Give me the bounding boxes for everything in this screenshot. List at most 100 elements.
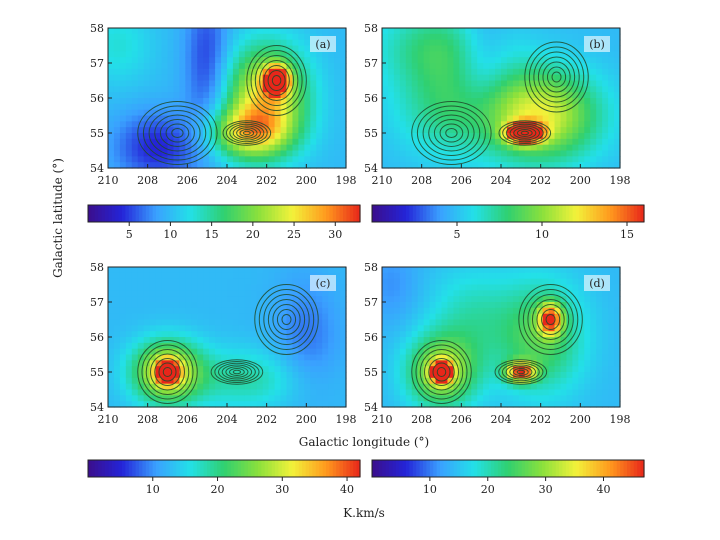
heatmap-cell: [495, 395, 502, 402]
heatmap-cell: [590, 109, 597, 117]
colorbar-segment: [145, 460, 150, 477]
heatmap-cell: [316, 144, 323, 152]
heatmap-cell: [286, 103, 294, 111]
heatmap-cell: [560, 121, 568, 128]
heatmap-cell: [518, 45, 526, 52]
heatmap-cell: [614, 337, 621, 344]
heatmap-cell: [506, 313, 514, 321]
heatmap-cell: [304, 115, 311, 122]
heatmap-cell: [149, 302, 157, 309]
heatmap-cell: [501, 45, 508, 52]
heatmap-cell: [215, 115, 222, 122]
heatmap-cell: [477, 103, 484, 111]
heatmap-cell: [548, 45, 556, 52]
heatmap-cell: [125, 331, 133, 338]
heatmap-cell: [113, 144, 121, 152]
heatmap-cell: [125, 313, 133, 321]
heatmap-cell: [411, 162, 419, 169]
x-tick-label: 202: [530, 174, 551, 187]
heatmap-cell: [512, 57, 520, 64]
heatmap-cell: [149, 307, 157, 315]
heatmap-cell: [137, 389, 145, 396]
heatmap-cell: [423, 337, 431, 344]
heatmap-cell: [304, 63, 311, 70]
heatmap-cell: [536, 296, 544, 303]
heatmap-cell: [524, 98, 532, 105]
heatmap-cell: [518, 74, 526, 82]
heatmap-cell: [578, 109, 585, 117]
heatmap-cell: [191, 278, 198, 286]
heatmap-cell: [244, 150, 252, 157]
heatmap-cell: [209, 290, 216, 297]
colorbar-segment: [409, 460, 414, 477]
heatmap-cell: [191, 348, 198, 356]
heatmap-cell: [483, 51, 490, 58]
heatmap-cell: [262, 45, 270, 52]
heatmap-cell: [244, 307, 252, 315]
heatmap-cell: [578, 296, 585, 303]
heatmap-cell: [131, 45, 139, 52]
contour-2-level-7: [210, 359, 264, 385]
heatmap-cell: [423, 156, 431, 163]
y-tick-label: 54: [364, 162, 378, 175]
heatmap-cell: [578, 127, 585, 134]
heatmap-cell: [119, 401, 127, 408]
heatmap-cell: [221, 115, 228, 122]
heatmap-cell: [227, 45, 234, 52]
heatmap-cell: [501, 319, 508, 326]
heatmap-cell: [274, 63, 282, 70]
heatmap-cell: [530, 115, 538, 122]
heatmap-cell: [209, 360, 216, 367]
heatmap-cell: [185, 92, 192, 99]
heatmap-cell: [495, 28, 502, 35]
heatmap-cell: [292, 319, 299, 326]
heatmap-cell: [334, 389, 341, 396]
panel-label: (a): [315, 38, 330, 51]
heatmap-cell: [506, 319, 514, 326]
heatmap-cell: [298, 150, 305, 157]
heatmap-cell: [179, 33, 186, 41]
colorbar-segment: [326, 460, 330, 477]
heatmap-cell: [548, 51, 556, 58]
heatmap-cell: [232, 272, 240, 280]
heatmap-cell: [328, 354, 335, 361]
heatmap-cell: [179, 372, 186, 379]
heatmap-cell: [149, 63, 157, 70]
colorbar-frame: [371, 459, 645, 478]
heatmap-cell: [530, 162, 538, 169]
heatmap-cell: [447, 103, 454, 111]
heatmap-cell: [506, 57, 514, 64]
colorbar-segment: [251, 460, 256, 477]
heatmap-cell: [256, 150, 264, 157]
heatmap-cell: [131, 68, 139, 76]
heatmap-cell: [465, 138, 472, 146]
heatmap-cell: [328, 342, 335, 350]
heatmap-cell: [429, 272, 437, 280]
heatmap-cell: [530, 319, 538, 326]
colorbar-segment: [166, 205, 171, 222]
heatmap-cell: [286, 39, 294, 47]
heatmap-cell: [244, 28, 252, 35]
heatmap-cell: [304, 267, 311, 274]
heatmap-cell: [298, 331, 305, 338]
heatmap-cell: [411, 290, 419, 297]
heatmap-cell: [596, 267, 603, 274]
heatmap-cell: [501, 366, 508, 373]
heatmap-cell: [602, 51, 609, 58]
colorbar-segment: [372, 205, 376, 222]
heatmap-cell: [256, 39, 264, 47]
colorbar-segment: [125, 205, 130, 222]
heatmap-cell: [203, 290, 210, 297]
colorbar-segment: [637, 460, 642, 477]
heatmap-cell: [542, 313, 550, 321]
heatmap-cell: [417, 377, 425, 385]
heatmap-cell: [191, 33, 198, 41]
heatmap-cell: [221, 121, 228, 128]
heatmap-cell: [566, 39, 573, 47]
heatmap-cell: [512, 68, 520, 76]
heatmap-cell: [471, 377, 478, 385]
colorbar-segment: [332, 205, 337, 222]
heatmap-cell: [209, 354, 216, 361]
heatmap-cell: [429, 80, 437, 87]
